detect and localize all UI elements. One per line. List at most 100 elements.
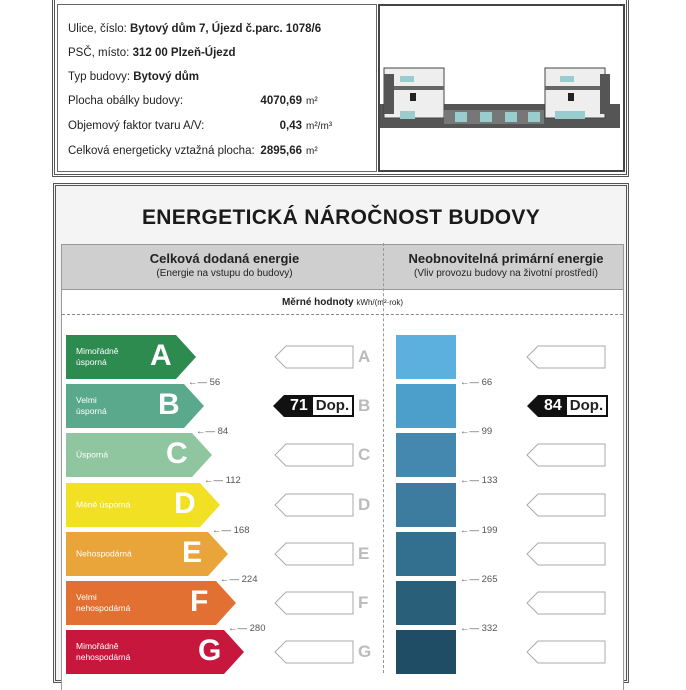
empty-rating-box (526, 542, 606, 566)
area-value: 2895,66 (260, 145, 302, 157)
class-letter: C (166, 437, 188, 470)
class-letter-gray: E (358, 544, 370, 563)
units-label: Měrné hodnoty (281, 297, 354, 308)
left-rating-indicator: 71 Dop. (273, 395, 355, 417)
threshold-value: 133 (481, 475, 498, 486)
building-info-frame (52, 0, 629, 177)
area-unit: m² (306, 146, 318, 157)
right-threshold: ←— 199 (460, 525, 498, 536)
envelope-unit: m² (306, 96, 318, 107)
threshold-value: 99 (481, 426, 493, 437)
threshold-value: 84 (217, 426, 229, 437)
right-threshold: ←— 66 (460, 377, 493, 388)
rating-label: Dop. (310, 395, 355, 417)
class-letter-gray: F (358, 593, 369, 612)
zip-label: PSČ, místo: (68, 47, 130, 59)
class-label-line2: nehospodárná (76, 652, 131, 662)
left-threshold: ←— 168 (212, 525, 250, 536)
threshold-value: 66 (481, 377, 493, 388)
class-letter-gray: G (358, 642, 372, 661)
class-label-line1: Velmi (76, 395, 97, 405)
class-letter-gray: A (358, 347, 371, 366)
zip-value: 312 00 Plzeň-Újezd (132, 47, 236, 59)
empty-rating-box (526, 591, 606, 615)
building-info-panel: Ulice, číslo: Bytový dům 7, Újezd č.parc… (57, 4, 377, 172)
energy-class-bar-e: Nehospodárná E (66, 532, 228, 576)
energy-class-bar-f: Velmi nehospodárná F (66, 581, 236, 625)
empty-rating-box (274, 345, 354, 369)
energy-class-bar-a: Mimořádně úsporná A (66, 335, 196, 379)
right-rating-indicator: 84 Dop. (527, 395, 609, 417)
left-header-title: Celková dodaná energie (149, 251, 300, 266)
class-label: Nehospodárná (76, 549, 132, 560)
empty-rating-box (274, 542, 354, 566)
building-drawing (380, 67, 620, 128)
right-header-subtitle: (Vliv provozu budovy na životní prostřed… (414, 268, 598, 279)
building-elevation-image (378, 4, 625, 172)
envelope-value: 4070,69 (260, 95, 302, 107)
rating-value: 84 (527, 395, 565, 417)
empty-rating-box (526, 493, 606, 517)
class-label-line1: Velmi (76, 592, 97, 602)
factor-unit: m²/m³ (306, 121, 333, 132)
right-threshold: ←— 133 (460, 475, 498, 486)
class-letter: B (158, 388, 180, 421)
empty-rating-box (274, 443, 354, 467)
empty-rating-box (274, 493, 354, 517)
class-label: Velmi úsporná (76, 395, 107, 417)
left-header: Celková dodaná energie (Energie na vstupu… (62, 251, 387, 279)
threshold-value: 280 (249, 623, 266, 634)
rating-value: 71 (273, 395, 311, 417)
right-header: Neobnovitelná primární energie (Vliv prov… (387, 251, 625, 279)
right-threshold: ←— 265 (460, 574, 498, 585)
right-threshold: ←— 332 (460, 623, 498, 634)
primary-energy-bar (396, 630, 456, 674)
threshold-value: 56 (209, 377, 221, 388)
left-header-subtitle: (Energie na vstupu do budovy) (156, 268, 293, 279)
class-label-line1: Mimořádně (76, 641, 119, 651)
class-label: Úsporná (76, 450, 108, 461)
factor-value: 0,43 (279, 120, 302, 132)
type-row: Typ budovy: Bytový dům (68, 71, 199, 83)
class-label-line1: Nehospodárná (76, 548, 132, 559)
left-threshold: ←— 280 (228, 623, 266, 634)
energy-class-bar-d: Méně úsporná D (66, 483, 220, 527)
class-letter-gray: D (358, 495, 371, 514)
threshold-value: 168 (233, 525, 250, 536)
primary-energy-bar (396, 532, 456, 576)
type-value: Bytový dům (133, 71, 200, 83)
class-letter: G (198, 634, 222, 667)
column-headers: Celková dodaná energie (Energie na vstupu… (61, 244, 624, 290)
empty-rating-box (526, 345, 606, 369)
threshold-value: 199 (481, 525, 498, 536)
class-label: Velmi nehospodárná (76, 592, 130, 614)
class-label-line1: Úsporná (76, 449, 109, 460)
page-title: ENERGETICKÁ NÁROČNOST BUDOVY (141, 206, 541, 229)
zip-row: PSČ, místo: 312 00 Plzeň-Újezd (68, 47, 235, 59)
class-label: Mimořádně nehospodárná (76, 641, 130, 663)
empty-rating-box (274, 640, 354, 664)
class-label: Méně úsporná (76, 500, 130, 511)
envelope-label: Plocha obálky budovy: (68, 95, 184, 107)
street-value: Bytový dům 7, Újezd č.parc. 1078/6 (130, 23, 322, 35)
class-letter: F (190, 585, 209, 618)
left-threshold: ←— 224 (220, 574, 258, 585)
energy-class-bar-c: Úsporná C (66, 433, 212, 477)
right-threshold: ←— 99 (460, 426, 493, 437)
empty-rating-box (526, 443, 606, 467)
class-label-line2: úsporná (76, 406, 107, 416)
energy-class-bar-b: Velmi úsporná B (66, 384, 204, 428)
empty-rating-box (274, 591, 354, 615)
class-label: Mimořádně úsporná (76, 346, 119, 368)
rating-label: Dop. (564, 395, 609, 417)
left-threshold: ←— 56 (188, 377, 221, 388)
primary-energy-bar (396, 335, 456, 379)
class-letter: A (150, 339, 172, 372)
units-row: Měrné hodnoty kWh/(m²·rok) (62, 297, 623, 308)
class-label-line2: úsporná (76, 357, 107, 367)
primary-energy-bar (396, 483, 456, 527)
left-threshold: ←— 112 (204, 475, 241, 486)
threshold-value: 265 (481, 574, 498, 585)
type-label: Typ budovy: (68, 71, 131, 83)
class-label-line1: Mimořádně (76, 346, 119, 356)
